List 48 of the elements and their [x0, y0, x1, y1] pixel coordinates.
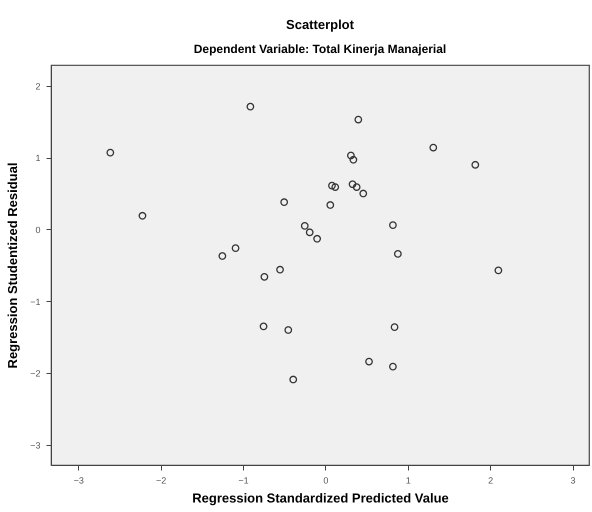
point [300, 222, 309, 230]
x-axis-title: Regression Standardized Predicted Value [192, 490, 449, 506]
point [389, 221, 397, 230]
point [326, 201, 334, 209]
y-tick-label: 1 [35, 153, 40, 164]
point [284, 326, 292, 334]
point [389, 362, 397, 370]
chart-title: Scatterplot [286, 17, 355, 32]
point [328, 182, 336, 190]
point [349, 156, 358, 164]
point [280, 198, 288, 206]
point [394, 250, 402, 258]
x-tick-label: −2 [156, 476, 166, 486]
point [348, 180, 356, 188]
point [246, 102, 254, 111]
x-tick-label: 1 [406, 476, 411, 486]
x-tick-label: 0 [323, 476, 328, 486]
point [494, 266, 502, 274]
x-tick-label: −3 [74, 476, 84, 486]
point [289, 376, 298, 384]
y-axis-title: Regression Studentized Residual [5, 162, 20, 368]
point [313, 234, 322, 243]
point [106, 148, 114, 156]
point [359, 190, 368, 198]
point [429, 144, 438, 152]
point [354, 116, 362, 124]
point [232, 244, 240, 252]
point [471, 160, 480, 169]
point [352, 183, 361, 191]
y-tick-label: −3 [30, 440, 40, 450]
point [347, 152, 355, 160]
chart-subtitle: Dependent Variable: Total Kinerja Manajerial [194, 42, 446, 56]
y-tick-label: −1 [30, 296, 40, 307]
y-tick-label: −2 [30, 368, 40, 379]
y-tick-label: 2 [35, 81, 40, 92]
point [138, 212, 146, 220]
y-tick-label: 0 [35, 224, 40, 235]
point [365, 358, 373, 366]
x-tick-label: 3 [570, 476, 576, 486]
point [260, 272, 268, 281]
point [306, 228, 314, 236]
point [260, 322, 268, 330]
point [331, 183, 340, 191]
point [218, 252, 226, 260]
x-tick-label: 2 [488, 476, 494, 486]
x-tick-label: −1 [238, 476, 249, 486]
point [390, 323, 398, 331]
point [276, 266, 284, 274]
